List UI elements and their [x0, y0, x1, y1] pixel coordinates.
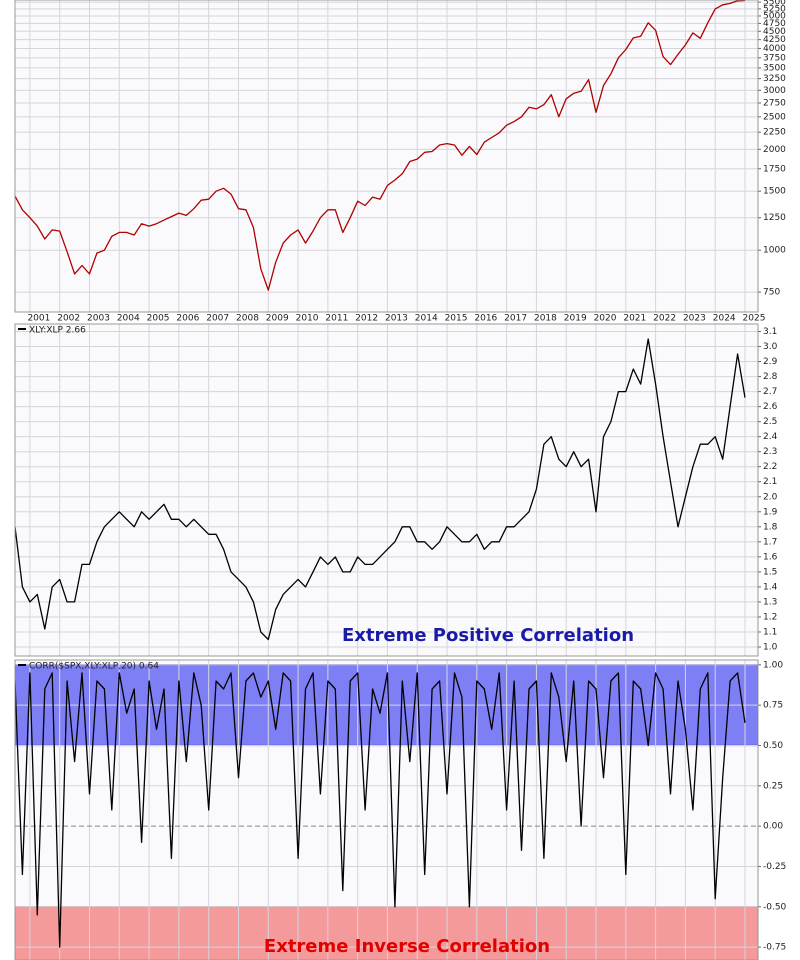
y-tick-label: 0.00 [763, 822, 783, 832]
y-tick-label: 2000 [763, 145, 786, 155]
y-tick-label: 3.0 [763, 342, 778, 352]
annotation: Extreme Positive Correlation [342, 625, 634, 646]
x-tick-label: 2019 [564, 314, 587, 324]
x-tick-label: 2010 [296, 314, 319, 324]
panel-border [14, 659, 759, 960]
x-tick-label: 2013 [385, 314, 408, 324]
y-tick-label: 4500 [763, 27, 786, 37]
y-tick-label: 1.6 [763, 552, 778, 562]
x-tick-label: 2003 [87, 314, 110, 324]
x-tick-label: 2002 [57, 314, 80, 324]
y-tick-label: 4250 [763, 35, 786, 45]
y-tick-label: 1.3 [763, 597, 777, 607]
panel [15, 324, 758, 656]
y-tick-label: 1.0 [763, 642, 778, 652]
y-tick-label: 3000 [763, 86, 786, 96]
y-tick-label: 1.00 [763, 660, 783, 670]
x-tick-label: 2011 [325, 314, 348, 324]
band [15, 906, 758, 960]
y-tick-label: 2750 [763, 98, 786, 108]
y-tick-label: 1.7 [763, 537, 777, 547]
y-tick-label: 1.9 [763, 507, 778, 517]
y-tick-label: 2500 [763, 112, 786, 122]
x-tick-label: 2008 [236, 314, 259, 324]
y-tick-label: 2.5 [763, 417, 777, 427]
y-tick-label: 2.8 [763, 372, 778, 382]
y-tick-label: -0.50 [763, 902, 787, 912]
y-tick-label: 750 [763, 288, 780, 298]
x-tick-label: 2015 [445, 314, 468, 324]
legend-label: XLY:XLP 2.66 [29, 326, 86, 336]
x-tick-label: 2004 [117, 314, 140, 324]
y-tick-label: 5500 [763, 0, 786, 8]
legend-label: CORR($SPX,XLY:XLP,20) 0.64 [29, 662, 159, 672]
data-line [15, 338, 746, 641]
y-tick-label: 3.1 [763, 327, 777, 337]
y-tick-label: 0.75 [763, 701, 783, 711]
y-tick-label: 1.2 [763, 612, 777, 622]
x-tick-label: 2021 [623, 314, 646, 324]
x-tick-label: 2012 [355, 314, 378, 324]
y-tick-label: 3500 [763, 63, 786, 73]
y-tick-label: 2.3 [763, 447, 777, 457]
x-tick-label: 2023 [683, 314, 706, 324]
x-tick-label: 2006 [176, 314, 199, 324]
y-tick-label: 2.1 [763, 477, 777, 487]
y-tick-label: -0.75 [763, 943, 786, 953]
y-tick-label: 1250 [763, 213, 786, 223]
y-tick-label: 0.50 [763, 741, 783, 751]
x-tick-label: 2024 [713, 314, 736, 324]
y-tick-label: 2.6 [763, 402, 778, 412]
x-tick-label: 2014 [415, 314, 438, 324]
x-tick-label: 2005 [147, 314, 170, 324]
y-tick-label: 4750 [763, 19, 786, 29]
y-tick-label: 2.4 [763, 432, 778, 442]
y-tick-label: -0.25 [763, 862, 786, 872]
y-tick-label: 3750 [763, 53, 786, 63]
y-tick-label: 2.0 [763, 492, 778, 502]
data-line [15, 672, 746, 948]
y-tick-label: 5250 [763, 4, 786, 14]
x-tick-label: 2007 [206, 314, 229, 324]
data-line [15, 0, 746, 291]
x-tick-label: 2009 [266, 314, 289, 324]
x-tick-label: 2016 [474, 314, 497, 324]
x-tick-label: 2025 [743, 314, 766, 324]
y-tick-label: 2.2 [763, 462, 777, 472]
annotation: Extreme Inverse Correlation [264, 936, 550, 957]
y-tick-label: 1.1 [763, 627, 777, 637]
x-tick-label: 2022 [653, 314, 676, 324]
x-tick-label: 2018 [534, 314, 557, 324]
panel-border [14, 323, 759, 657]
y-tick-label: 1.4 [763, 582, 778, 592]
x-tick-label: 2001 [27, 314, 50, 324]
panel [15, 0, 758, 312]
y-tick-label: 1.8 [763, 522, 778, 532]
y-tick-label: 3250 [763, 74, 786, 84]
y-tick-label: 1750 [763, 164, 786, 174]
x-tick-label: 2017 [504, 314, 527, 324]
y-tick-label: 2250 [763, 128, 786, 138]
y-tick-label: 4000 [763, 44, 786, 54]
x-tick-label: 2020 [594, 314, 617, 324]
y-tick-label: 2.7 [763, 387, 777, 397]
y-tick-label: 5000 [763, 11, 786, 21]
y-tick-label: 1500 [763, 187, 786, 197]
panel-border [14, 0, 759, 313]
y-tick-label: 0.25 [763, 781, 783, 791]
y-tick-label: 1000 [763, 246, 786, 256]
y-tick-label: 2.9 [763, 357, 778, 367]
y-tick-label: 1.5 [763, 567, 777, 577]
